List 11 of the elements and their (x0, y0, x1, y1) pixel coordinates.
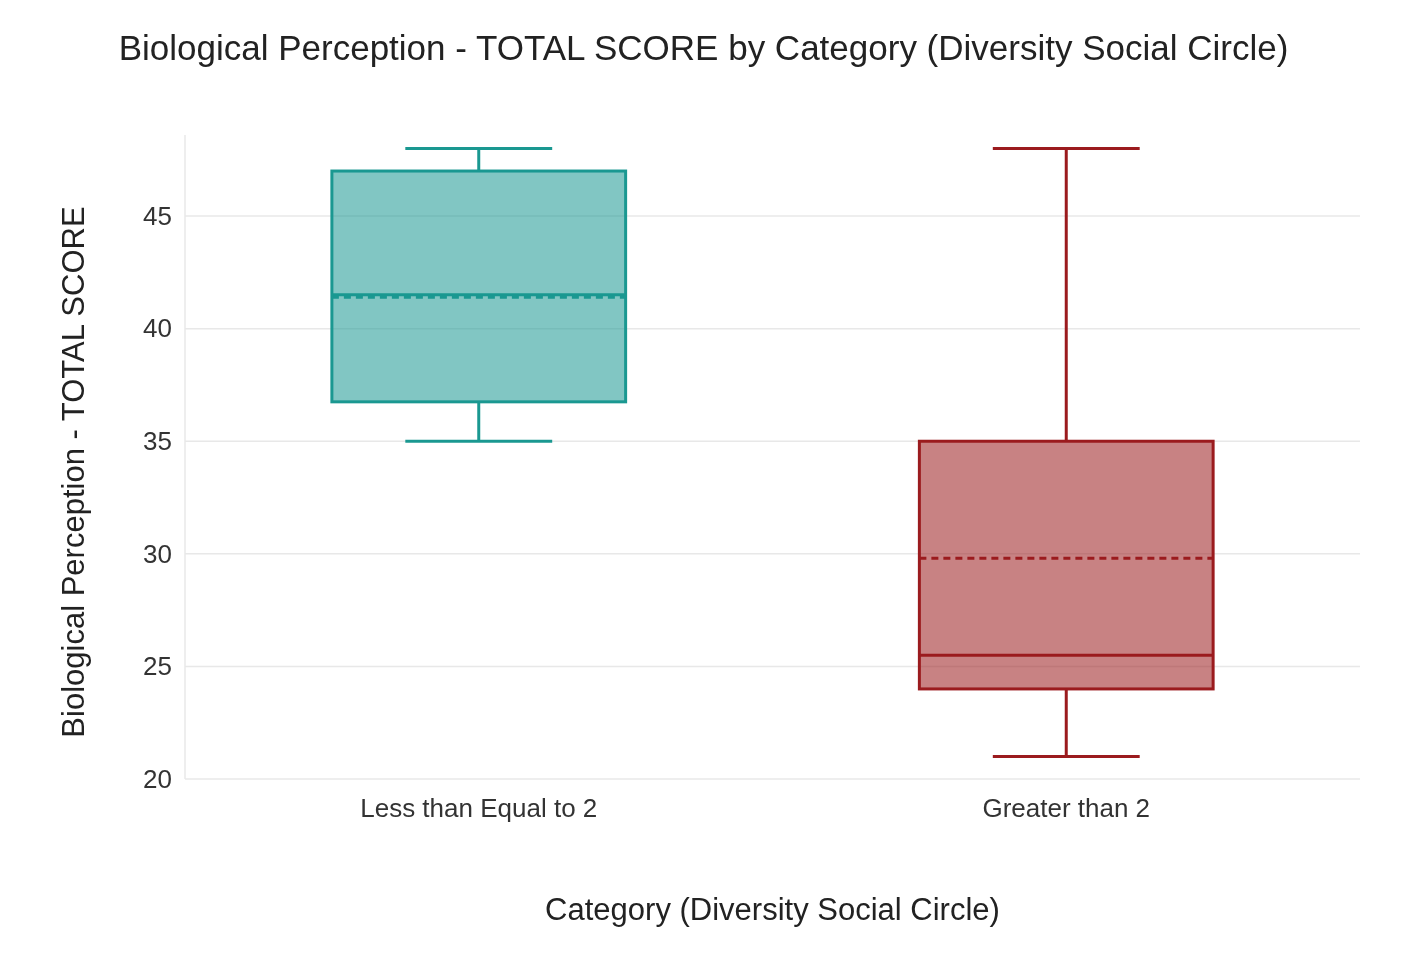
y-tick-label: 20 (143, 763, 172, 794)
y-tick-label: 45 (143, 200, 172, 231)
x-tick-label: Greater than 2 (982, 793, 1151, 824)
y-tick-label: 35 (143, 426, 172, 457)
x-tick-label: Less than Equal to 2 (360, 793, 598, 824)
y-tick-label: 25 (143, 651, 172, 682)
x-axis-title: Category (Diversity Social Circle) (545, 892, 1000, 927)
y-tick-label: 30 (143, 538, 172, 569)
y-axis-title: Biological Perception - TOTAL SCORE (56, 206, 91, 738)
chart-title: Biological Perception - TOTAL SCORE by Category (Diversity Social Circle) (118, 28, 1289, 67)
y-tick-label: 40 (143, 313, 172, 344)
